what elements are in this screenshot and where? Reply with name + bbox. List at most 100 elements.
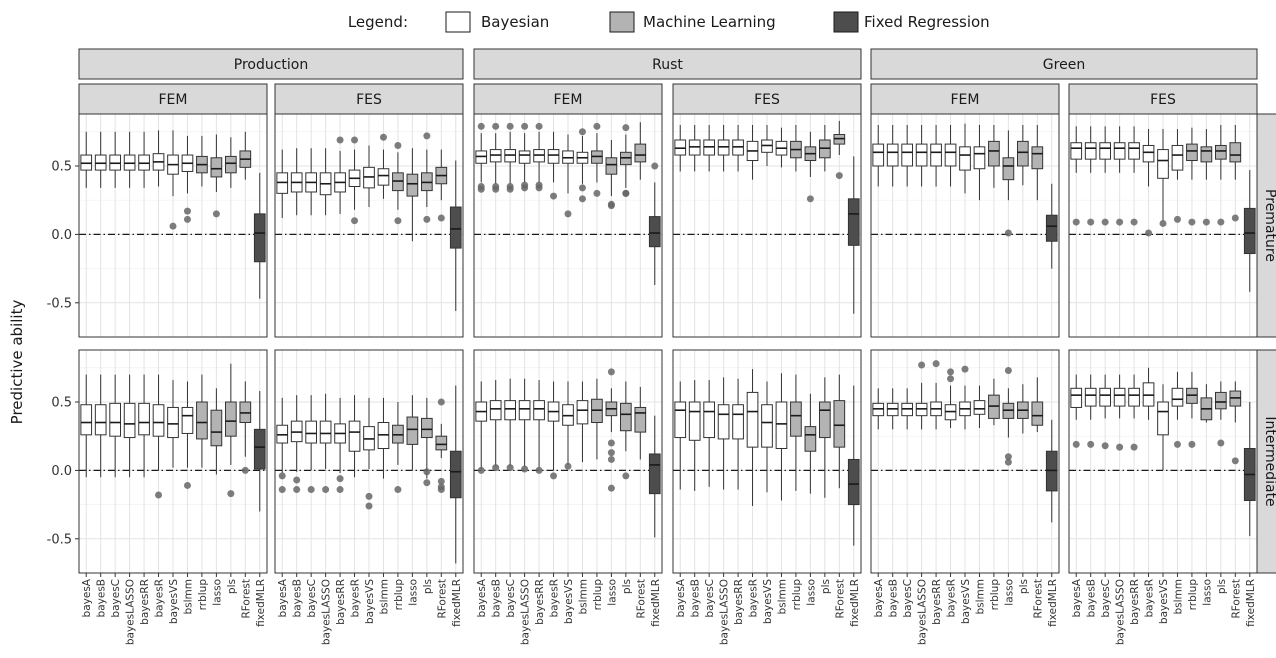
outlier-point (607, 439, 615, 447)
panel-rust-fem-intermediate: bayesA bayesB bayesC bayesLASSO bayesRR bayes… (473, 349, 663, 645)
box-bayeslasso (123, 374, 136, 478)
outlier-point (1217, 218, 1225, 226)
box-bayesa (674, 124, 687, 172)
box-bayesc (901, 124, 914, 187)
box-bayesb (94, 131, 107, 188)
outlier-point (1159, 219, 1167, 227)
box-body (1229, 142, 1242, 163)
box-body (210, 157, 223, 178)
y-tick-label: 0.5 (51, 159, 72, 174)
x-tick-label: lasso (407, 579, 419, 606)
panel-green-fem-premature (870, 113, 1060, 338)
box-lasso (1002, 367, 1015, 466)
outlier-point (379, 133, 387, 141)
x-tick-label: bayesR (549, 579, 561, 618)
box-bayesr (547, 381, 560, 480)
box-fixedmlr (648, 162, 661, 286)
box-fixedmlr (847, 385, 860, 546)
x-tick-label: bslmm (182, 579, 194, 615)
x-tick-label: rrblup (393, 579, 405, 611)
box-body (648, 216, 661, 248)
box-body (253, 428, 266, 470)
strip-model-label: FEM (951, 92, 980, 108)
outlier-point (961, 365, 969, 373)
box-bayesr (1142, 129, 1155, 237)
strip-model-label: FEM (159, 92, 188, 108)
outlier-point (651, 162, 659, 170)
box-body (253, 213, 266, 263)
x-tick-label: bayesRR (931, 579, 943, 625)
outlier-point (1173, 215, 1181, 223)
box-body (504, 400, 517, 421)
outlier-point (1116, 218, 1124, 226)
panel-green-fem-intermediate: bayesA bayesB bayesC bayesLASSO bayesRR bayes… (870, 349, 1060, 645)
outlier-point (336, 486, 344, 494)
box-rforest (1229, 124, 1242, 222)
outlier-point (293, 486, 301, 494)
box-bayesrr (334, 397, 346, 494)
box-pls (1016, 124, 1029, 186)
box-body (449, 450, 462, 499)
outlier-point (593, 122, 601, 130)
box-bayesvs (167, 380, 179, 468)
plot-area: Production Rust Green FEM FES FEM FES FEM FES Pre… (47, 48, 1276, 645)
outlier-point (1004, 453, 1012, 461)
x-tick-label: bayesC (110, 579, 122, 618)
box-bayesb (688, 124, 701, 172)
box-body (847, 198, 860, 246)
box-bslmm (181, 135, 194, 223)
box-body (833, 400, 846, 448)
box-body (167, 406, 179, 439)
outlier-point (521, 122, 529, 130)
x-tick-label: RForest (240, 579, 252, 619)
x-tick-label: bayesVS (762, 579, 774, 624)
box-bayeslasso (1113, 126, 1126, 226)
box-rrblup (591, 378, 603, 460)
box-body (1045, 214, 1058, 242)
outlier-point (1130, 218, 1138, 226)
box-body (804, 426, 817, 452)
box-pls (1214, 381, 1227, 447)
box-rrblup (988, 124, 1000, 188)
legend-label-fixed-regression: Fixed Regression (864, 13, 990, 31)
outlier-point (423, 479, 431, 487)
x-tick-label: bayesA (873, 578, 885, 617)
outlier-point (212, 210, 220, 218)
x-tick-label: bayesVS (1158, 579, 1170, 624)
legend-swatch-bayesian (445, 11, 471, 33)
legend-label-machine-learning: Machine Learning (643, 13, 776, 31)
box-bayesb (290, 395, 303, 494)
box-body (988, 140, 1000, 167)
panel-border (1068, 113, 1258, 338)
box-rforest (435, 149, 448, 222)
outlier-point (155, 491, 163, 499)
outlier-point (183, 481, 191, 489)
box-bayesc (305, 148, 318, 216)
outlier-point (477, 185, 485, 193)
x-tick-label: fixedMLR (1047, 579, 1059, 627)
box-lasso (804, 131, 817, 203)
box-body (915, 143, 928, 167)
box-bayesa (80, 131, 93, 188)
x-tick-label: bslmm (1172, 579, 1184, 615)
box-fixedmlr (648, 415, 661, 538)
x-tick-label: bayesR (154, 579, 166, 618)
panel-production-fem-premature (78, 113, 268, 338)
box-body (348, 420, 361, 452)
box-pls (224, 137, 237, 188)
box-fixedmlr (1243, 401, 1256, 537)
strip-model-label: FES (1150, 92, 1176, 108)
panel-border (274, 113, 464, 338)
box-body (761, 404, 773, 448)
outlier-point (437, 486, 445, 494)
x-tick-label: fixedMLR (1245, 579, 1257, 627)
box-lasso (605, 368, 618, 492)
box-body (1031, 401, 1044, 426)
outlier-point (365, 492, 373, 500)
x-tick-label: bayesC (505, 579, 517, 618)
box-bayesrr (1128, 374, 1140, 451)
box-bayesc (1099, 126, 1112, 226)
outlier-point (835, 172, 843, 180)
box-body (518, 400, 531, 421)
box-rrblup (591, 122, 603, 197)
